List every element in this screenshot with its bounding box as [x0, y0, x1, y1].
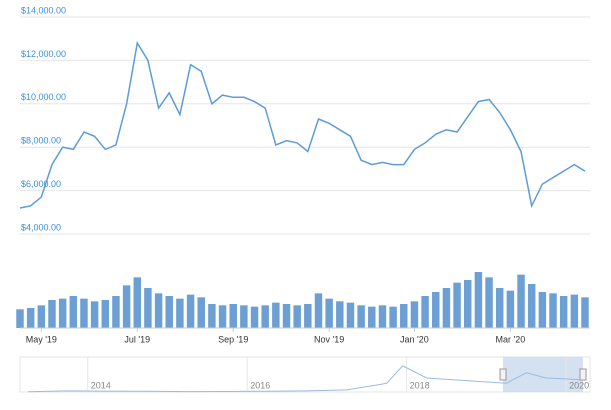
- volume-bar: [538, 292, 547, 328]
- volume-bar: [48, 300, 56, 328]
- volume-bar: [581, 297, 589, 328]
- volume-bar: [90, 301, 99, 328]
- navigator-tick-label: 2020: [569, 380, 589, 390]
- volume-bar: [250, 306, 259, 328]
- volume-bar: [432, 292, 440, 328]
- navigator-frame: [19, 356, 591, 393]
- volume-bar: [112, 296, 120, 328]
- volume-bar: [16, 309, 24, 328]
- y-tick-label: $4,000.00: [21, 222, 61, 232]
- x-tick-label: Jan '20: [400, 334, 429, 344]
- volume-bar: [293, 305, 301, 328]
- volume-bar: [240, 305, 248, 328]
- x-tick-label: Sep '19: [218, 334, 248, 344]
- volume-bar: [58, 298, 67, 328]
- volume-bar: [357, 305, 365, 328]
- navigator-tick-label: 2016: [250, 380, 270, 390]
- volume-bar: [517, 274, 525, 328]
- volume-bar: [464, 280, 472, 328]
- volume-bar: [442, 288, 451, 328]
- volume-bar: [314, 293, 323, 328]
- volume-bar: [485, 277, 493, 328]
- volume-bar: [282, 304, 291, 328]
- volume-bar: [186, 294, 195, 328]
- volume-bar: [421, 296, 429, 328]
- volume-bar: [336, 301, 344, 328]
- navigator-tick-label: 2018: [410, 380, 430, 390]
- volume-bar: [453, 282, 461, 328]
- x-tick-label: Jul '19: [124, 334, 150, 344]
- volume-bar: [208, 304, 216, 328]
- x-tick-label: Nov '19: [314, 334, 344, 344]
- navigator-tick-label: 2014: [91, 380, 111, 390]
- volume-bar: [474, 272, 483, 328]
- volume-bar: [389, 306, 397, 328]
- volume-bar: [176, 298, 184, 328]
- volume-bar: [197, 297, 205, 328]
- x-tick-label: Mar '20: [496, 334, 526, 344]
- volume-bar: [154, 293, 163, 328]
- navigator-handle[interactable]: [579, 368, 587, 381]
- volume-bar: [325, 298, 333, 328]
- volume-bar: [527, 284, 536, 328]
- volume-bar: [570, 294, 579, 328]
- volume-bar: [559, 296, 568, 328]
- y-tick-label: $14,000.00: [21, 5, 66, 15]
- navigator-selection: [503, 357, 583, 392]
- volume-bar: [304, 304, 312, 328]
- volume-bar: [101, 300, 110, 328]
- navigator-line: [27, 365, 587, 393]
- volume-bar: [37, 305, 46, 328]
- volume-bar: [368, 306, 376, 328]
- volume-bar: [346, 302, 355, 328]
- volume-bar: [144, 288, 152, 328]
- volume-bar: [122, 285, 131, 328]
- volume-bar: [133, 277, 141, 328]
- volume-bar: [378, 305, 387, 328]
- volume-bar: [272, 302, 280, 328]
- y-tick-label: $12,000.00: [21, 49, 66, 59]
- volume-bar: [229, 304, 237, 328]
- x-tick-label: May '19: [26, 334, 57, 344]
- y-tick-label: $6,000.00: [21, 179, 61, 189]
- y-tick-label: $10,000.00: [21, 92, 66, 102]
- navigator-handle[interactable]: [499, 368, 507, 381]
- volume-bar: [506, 290, 515, 328]
- volume-bar: [26, 308, 35, 328]
- y-tick-label: $8,000.00: [21, 136, 61, 146]
- volume-bar: [218, 305, 227, 328]
- volume-bar: [69, 296, 78, 328]
- volume-bar: [400, 304, 408, 328]
- volume-bar: [261, 305, 269, 328]
- volume-bar: [549, 293, 557, 328]
- volume-bar: [165, 296, 173, 328]
- volume-bar: [410, 301, 419, 328]
- volume-bar: [495, 288, 504, 328]
- price-line: [19, 40, 586, 209]
- volume-bar: [80, 298, 88, 328]
